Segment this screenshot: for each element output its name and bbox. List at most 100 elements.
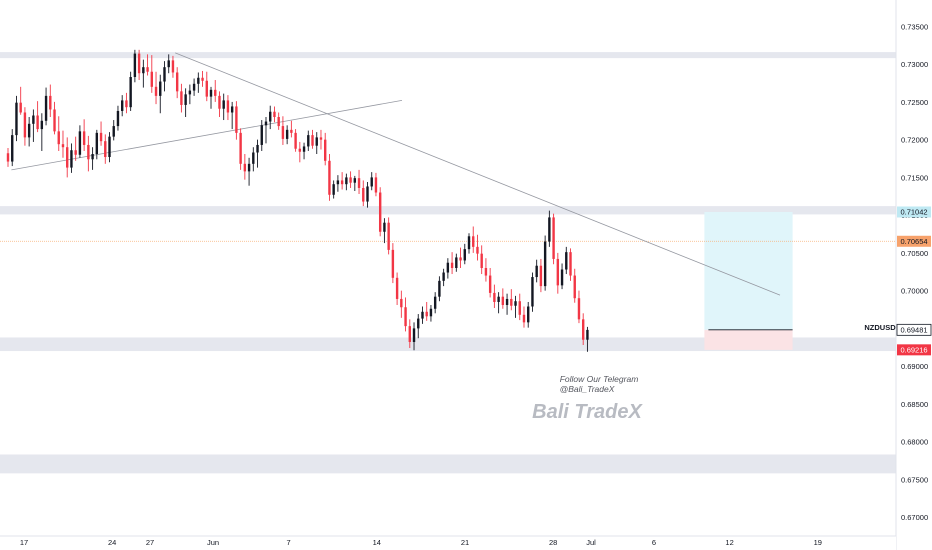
candle: [493, 284, 496, 309]
candle: [154, 71, 158, 105]
candle: [239, 128, 242, 170]
target-zone[interactable]: [704, 211, 793, 330]
candle-body: [222, 100, 225, 109]
candle: [32, 109, 35, 142]
candle-body: [269, 111, 272, 122]
candle-body: [556, 258, 560, 286]
candle: [53, 101, 56, 135]
candle: [11, 129, 14, 167]
candle-body: [565, 252, 568, 270]
candle-body: [290, 129, 293, 133]
x-tick-label: 19: [814, 538, 822, 547]
x-tick-label: 28: [549, 538, 557, 547]
candle: [404, 297, 407, 332]
candle-body: [108, 136, 111, 158]
candle: [484, 258, 488, 282]
candle-body: [163, 67, 166, 82]
candle: [429, 304, 433, 322]
y-tick-label: 0.73000: [901, 60, 928, 69]
candle: [23, 107, 27, 146]
candle-body: [463, 249, 466, 261]
candle: [247, 157, 251, 186]
candle: [277, 112, 280, 130]
candle: [412, 322, 416, 351]
candle: [285, 125, 289, 145]
candle-body: [302, 146, 306, 152]
candle-body: [455, 257, 458, 268]
candle-body: [23, 112, 27, 138]
zone-2[interactable]: [0, 337, 896, 352]
watermark-line1: Follow Our Telegram: [560, 374, 639, 384]
candle-body: [285, 129, 289, 139]
y-tick-label: 0.68000: [901, 438, 928, 447]
candle-body: [552, 217, 555, 259]
candle: [201, 70, 204, 87]
zone-3[interactable]: [0, 454, 896, 474]
candle: [6, 147, 10, 167]
candle-body: [150, 71, 153, 87]
candle: [353, 175, 357, 191]
candle: [374, 172, 378, 197]
candle-body: [319, 137, 323, 140]
candle-body: [57, 131, 60, 145]
candle-body: [260, 125, 263, 145]
trendlines[interactable]: [11, 52, 781, 296]
candle: [159, 74, 162, 114]
candle-body: [378, 192, 382, 232]
price-scale[interactable]: [896, 0, 932, 550]
candle-body: [581, 319, 585, 340]
candle-body: [112, 126, 115, 137]
candle: [480, 245, 483, 275]
x-tick-label: Jun: [207, 538, 219, 547]
candle: [226, 95, 230, 121]
candle: [569, 248, 572, 281]
candle-body: [137, 53, 141, 74]
candle-body: [74, 150, 77, 155]
candle-body: [129, 77, 132, 108]
trendline-0[interactable]: [11, 100, 403, 171]
candle-body: [362, 187, 365, 202]
zone-0[interactable]: [0, 52, 896, 59]
candle-body: [548, 217, 551, 242]
symbol-label: NZDUSD: [864, 323, 896, 332]
candle: [556, 252, 560, 294]
trendline-1[interactable]: [175, 52, 781, 296]
long-position-tool[interactable]: [0, 211, 896, 350]
candle-body: [205, 80, 208, 97]
stop-zone[interactable]: [704, 329, 793, 350]
candle-body: [188, 90, 192, 95]
candle: [459, 247, 462, 268]
time-scale[interactable]: [0, 536, 896, 550]
watermark-brand: Bali TradeX: [532, 401, 643, 423]
candles: [6, 49, 589, 352]
candle: [19, 86, 22, 115]
x-tick-label: 24: [108, 538, 116, 547]
candle: [455, 253, 458, 272]
y-tick-label: 0.67000: [901, 513, 928, 522]
candle-body: [252, 152, 255, 164]
candle: [40, 113, 44, 151]
candle-body: [192, 83, 196, 91]
candle: [74, 136, 77, 161]
x-tick-label: 27: [146, 538, 154, 547]
candle: [15, 95, 18, 142]
current-price-label: 0.69481: [900, 326, 927, 335]
candle: [163, 61, 166, 92]
x-tick-label: 21: [461, 538, 469, 547]
candle: [442, 268, 445, 287]
candle-body: [32, 115, 35, 124]
candle: [116, 105, 120, 131]
current-price-badge: [896, 323, 932, 336]
candle-body: [527, 306, 530, 323]
candle-body: [324, 139, 327, 161]
candle-body: [577, 298, 581, 320]
candle: [260, 120, 263, 151]
candle-body: [531, 277, 534, 307]
candle: [70, 143, 73, 173]
candle: [294, 129, 297, 152]
zone-1[interactable]: [0, 206, 896, 215]
candle-body: [421, 311, 424, 319]
candle-body: [467, 236, 471, 250]
